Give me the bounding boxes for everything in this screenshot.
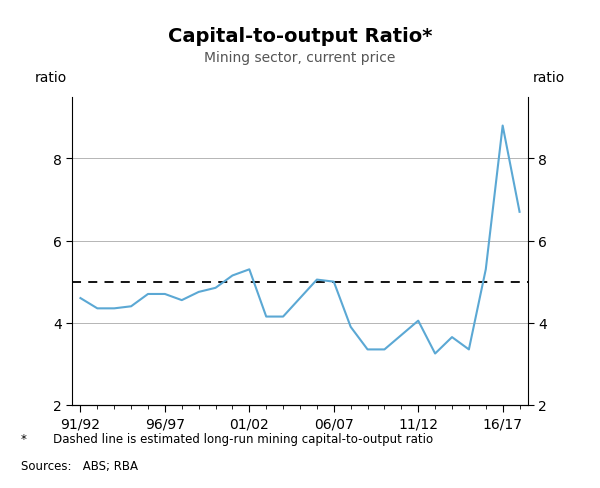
Text: ratio: ratio — [533, 71, 565, 85]
Text: Mining sector, current price: Mining sector, current price — [205, 51, 395, 65]
Text: Capital-to-output Ratio*: Capital-to-output Ratio* — [168, 27, 432, 46]
Text: *       Dashed line is estimated long-run mining capital-to-output ratio: * Dashed line is estimated long-run mini… — [21, 432, 433, 445]
Text: Sources:   ABS; RBA: Sources: ABS; RBA — [21, 459, 138, 472]
Text: ratio: ratio — [35, 71, 67, 85]
